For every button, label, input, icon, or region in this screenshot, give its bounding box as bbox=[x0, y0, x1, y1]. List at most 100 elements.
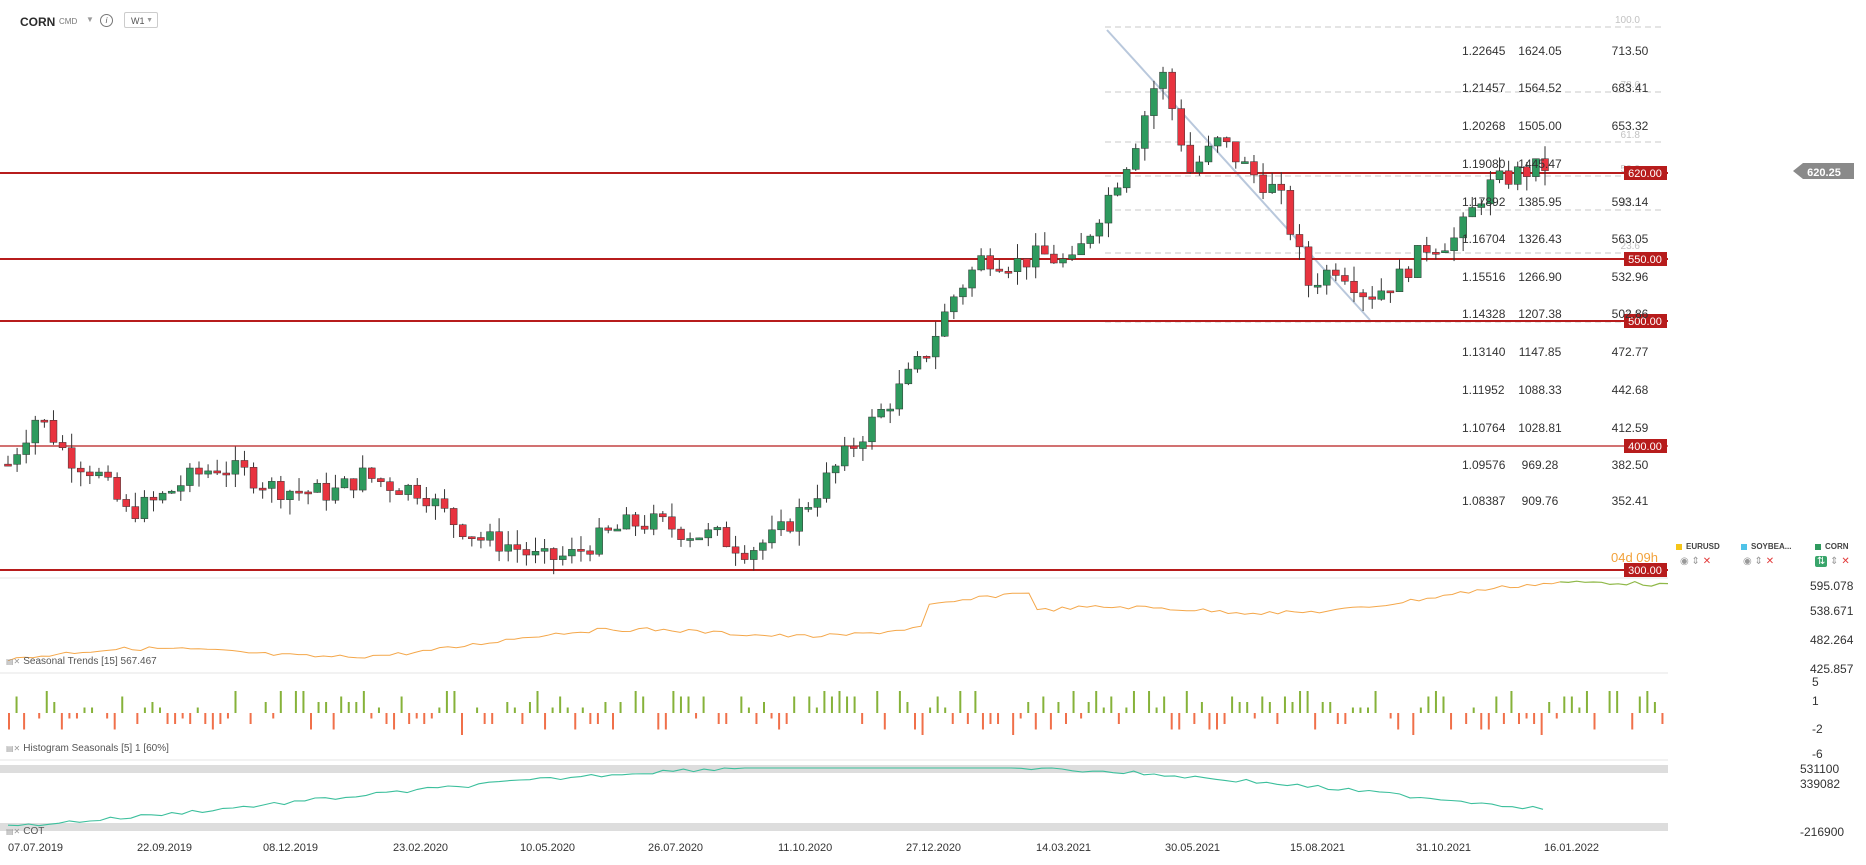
candle-body bbox=[1068, 254, 1076, 260]
legend-eurusd[interactable]: EURUSD bbox=[1676, 542, 1720, 551]
histogram-bar bbox=[1110, 696, 1113, 713]
histogram-label[interactable]: ▤✕ Histogram Seasonals [5] 1 [60%] bbox=[6, 743, 169, 754]
candle-body bbox=[1295, 234, 1304, 248]
soybean-controls[interactable]: ◉ ⇕ ✕ bbox=[1743, 556, 1774, 567]
level-tag bbox=[1624, 563, 1667, 577]
eye-icon[interactable]: ◉ bbox=[1680, 556, 1689, 567]
candle-body bbox=[986, 255, 994, 270]
candle-body bbox=[1059, 258, 1067, 264]
histogram-bar bbox=[1578, 707, 1581, 713]
candle-body bbox=[1250, 161, 1258, 176]
chevron-down-icon[interactable]: ▼ bbox=[86, 15, 94, 24]
sort-icon[interactable]: ⇕ bbox=[1691, 556, 1700, 567]
candle-body bbox=[113, 477, 121, 500]
sort-icon[interactable]: ⇕ bbox=[1830, 556, 1839, 567]
candle-body bbox=[1050, 253, 1058, 264]
corn-tick: 382.50 bbox=[1612, 458, 1649, 472]
histogram-bar bbox=[1359, 707, 1362, 713]
seasonal-trends-label[interactable]: ▤✕ Seasonal Trends [15] 567.467 bbox=[6, 656, 157, 667]
candle-body bbox=[941, 311, 949, 337]
candle-body bbox=[231, 460, 240, 475]
market-label[interactable]: CMD bbox=[59, 17, 78, 26]
histogram-bar bbox=[1480, 713, 1483, 730]
cot-label[interactable]: ▤✕ COT bbox=[6, 826, 44, 837]
settings-icon[interactable]: ▤✕ bbox=[6, 657, 21, 666]
histogram-bar bbox=[332, 713, 335, 730]
histogram-bar bbox=[981, 713, 984, 730]
histogram-bar bbox=[249, 713, 252, 724]
candle-body bbox=[622, 514, 631, 530]
histogram-bar bbox=[566, 707, 569, 713]
histogram-bar bbox=[1495, 696, 1498, 713]
histogram-bar bbox=[1412, 713, 1415, 735]
legend-soybean[interactable]: SOYBEA... bbox=[1741, 542, 1791, 551]
candle-body bbox=[1432, 252, 1440, 255]
histogram-bar bbox=[1057, 702, 1060, 713]
eurusd-controls[interactable]: ◉ ⇕ ✕ bbox=[1680, 556, 1711, 567]
legend-corn[interactable]: CORN bbox=[1815, 542, 1849, 551]
candle-body bbox=[1350, 280, 1358, 294]
histogram-bar bbox=[687, 696, 690, 713]
fx-tick: 1.22645 bbox=[1462, 44, 1506, 58]
histogram-bar bbox=[204, 713, 207, 724]
histogram-bar bbox=[445, 691, 448, 713]
candle-body bbox=[959, 287, 967, 298]
histogram-bar bbox=[1238, 702, 1241, 713]
candle-body bbox=[577, 549, 585, 552]
close-icon[interactable]: ✕ bbox=[1841, 556, 1850, 567]
corn-controls[interactable]: ⇅ ⇕ ✕ bbox=[1815, 556, 1850, 567]
histogram-bar bbox=[1306, 691, 1309, 713]
cot-band-bottom bbox=[0, 823, 1668, 831]
histogram-bar bbox=[725, 713, 728, 724]
histogram-bar bbox=[1034, 713, 1037, 730]
candle-body bbox=[704, 529, 713, 539]
histogram-bar bbox=[1646, 691, 1649, 713]
histogram-tick: 5 bbox=[1812, 675, 1819, 689]
histogram-bar bbox=[944, 707, 947, 713]
time-axis-label: 15.08.2021 bbox=[1290, 842, 1346, 854]
histogram-bar bbox=[574, 713, 577, 730]
histogram-bar bbox=[340, 696, 343, 713]
histogram-bar bbox=[38, 713, 41, 719]
histogram-bar bbox=[45, 691, 48, 713]
trend-line bbox=[1106, 29, 1371, 321]
candle-body bbox=[77, 467, 85, 473]
time-axis-label: 10.05.2020 bbox=[520, 842, 576, 854]
candle-body bbox=[4, 463, 12, 467]
sort-icon[interactable]: ⇕ bbox=[1754, 556, 1763, 567]
candle-body bbox=[640, 525, 649, 530]
candle-body bbox=[22, 442, 30, 455]
histogram-bar bbox=[1631, 713, 1634, 730]
info-icon[interactable]: i bbox=[100, 14, 113, 27]
histogram-bar bbox=[1276, 713, 1279, 724]
toggle-icon[interactable]: ⇅ bbox=[1815, 556, 1828, 567]
symbol-label[interactable]: CORN bbox=[20, 15, 56, 29]
candle-body bbox=[586, 550, 594, 555]
candle-body bbox=[1204, 145, 1213, 163]
histogram-bar bbox=[596, 713, 599, 724]
time-axis-label: 31.10.2021 bbox=[1416, 842, 1472, 854]
histogram-bar bbox=[423, 713, 426, 724]
eye-icon[interactable]: ◉ bbox=[1743, 556, 1752, 567]
fx-tick: 1.19080 bbox=[1462, 157, 1506, 171]
legend-label: EURUSD bbox=[1686, 542, 1720, 551]
candle-body bbox=[322, 482, 331, 501]
histogram-bar bbox=[876, 691, 879, 713]
histogram-bar bbox=[166, 713, 169, 724]
close-icon[interactable]: ✕ bbox=[1765, 556, 1775, 567]
candle-body bbox=[1468, 207, 1476, 218]
close-icon[interactable]: ✕ bbox=[1702, 556, 1712, 567]
timeframe-select[interactable]: W1 ▼ bbox=[124, 12, 158, 28]
histogram-bar bbox=[219, 713, 222, 724]
soybean-tick: 1266.90 bbox=[1518, 270, 1562, 284]
time-axis-label: 07.07.2019 bbox=[8, 842, 64, 854]
settings-icon[interactable]: ▤✕ bbox=[6, 744, 21, 753]
candle-body bbox=[486, 531, 494, 541]
candle-body bbox=[559, 555, 567, 560]
candle-body bbox=[1477, 203, 1486, 208]
candle-body bbox=[1104, 194, 1113, 224]
histogram-bar bbox=[1231, 696, 1234, 713]
time-axis-label: 26.07.2020 bbox=[648, 842, 704, 854]
settings-icon[interactable]: ▤✕ bbox=[6, 827, 21, 836]
